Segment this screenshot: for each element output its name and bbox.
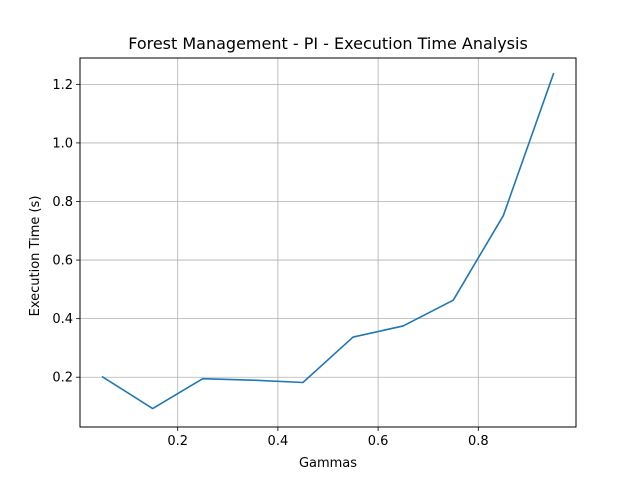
x-tick-label: 0.2	[167, 434, 188, 449]
y-tick-label: 0.6	[52, 254, 73, 269]
x-tick-label: 0.4	[268, 434, 289, 449]
x-tick-label: 0.8	[468, 434, 489, 449]
series-line	[101, 72, 555, 410]
y-tick-label: 0.8	[52, 195, 73, 210]
chart-title: Forest Management - PI - Execution Time …	[128, 34, 528, 53]
y-tick-label: 1.2	[52, 78, 73, 93]
ticks: 0.2 0.4 0.6 0.8 0.2 0.4 0.6 0.8 1.0 1.2	[52, 78, 488, 449]
y-tick-label: 0.4	[52, 312, 73, 327]
plot-frame	[79, 57, 577, 428]
grid	[80, 58, 576, 427]
y-axis-label: Execution Time (s)	[28, 196, 43, 317]
y-tick-label: 0.2	[52, 371, 73, 386]
x-tick-label: 0.6	[368, 434, 389, 449]
series-layer	[101, 72, 555, 410]
y-tick-label: 1.0	[52, 136, 73, 151]
x-axis-label: Gammas	[299, 456, 357, 471]
